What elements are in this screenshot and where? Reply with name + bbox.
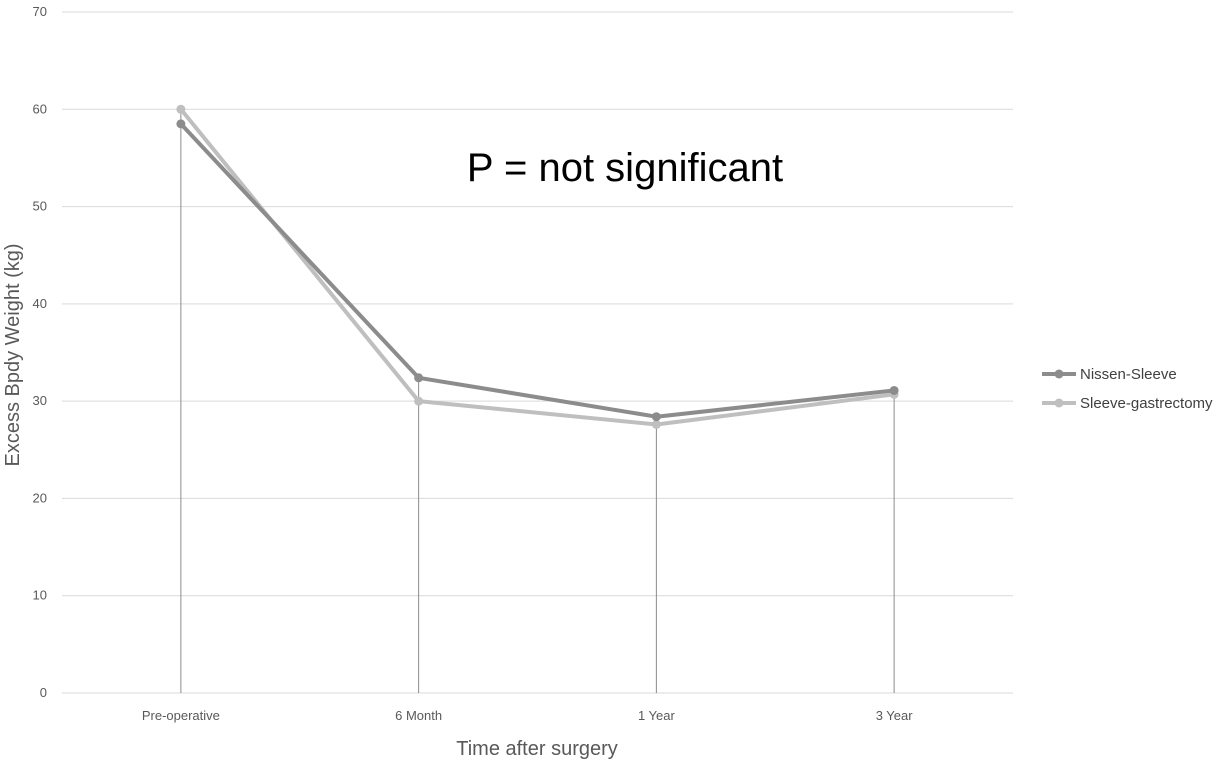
data-point xyxy=(176,104,186,114)
significance-annotation: P = not significant xyxy=(467,146,783,190)
y-tick-label: 0 xyxy=(40,685,47,700)
y-tick-label: 70 xyxy=(33,4,47,19)
data-point xyxy=(176,119,186,129)
x-tick-label: Pre-operative xyxy=(142,708,220,723)
data-point xyxy=(414,396,424,406)
y-tick-label: 10 xyxy=(33,588,47,603)
y-axis-ticks: 0 10 20 30 40 50 60 70 xyxy=(33,4,47,700)
y-tick-label: 40 xyxy=(33,296,47,311)
legend: Nissen-Sleeve Sleeve-gastrectomy xyxy=(1042,366,1213,412)
x-axis-ticks: Pre-operative 6 Month 1 Year 3 Year xyxy=(142,708,913,723)
data-point xyxy=(651,419,661,429)
y-tick-label: 60 xyxy=(33,101,47,116)
y-tick-label: 30 xyxy=(33,393,47,408)
y-tick-label: 50 xyxy=(33,199,47,214)
data-point xyxy=(651,412,661,422)
x-tick-label: 1 Year xyxy=(638,708,676,723)
series-lines xyxy=(176,104,899,429)
gridlines xyxy=(62,11,1013,694)
y-axis-title: Excess Bpdy Weight (kg) xyxy=(2,243,24,466)
data-point xyxy=(889,385,899,395)
legend-swatch-marker xyxy=(1054,369,1064,379)
x-tick-label: 3 Year xyxy=(876,708,914,723)
legend-swatch-marker xyxy=(1054,398,1064,408)
legend-label: Nissen-Sleeve xyxy=(1080,366,1177,383)
series-line xyxy=(178,107,897,427)
series-line xyxy=(178,121,897,419)
x-axis-title: Time after surgery xyxy=(456,738,618,760)
y-tick-label: 20 xyxy=(33,490,47,505)
data-point xyxy=(414,373,424,383)
x-tick-label: 6 Month xyxy=(395,708,442,723)
legend-label: Sleeve-gastrectomy xyxy=(1080,395,1213,412)
drop-lines xyxy=(180,109,895,693)
